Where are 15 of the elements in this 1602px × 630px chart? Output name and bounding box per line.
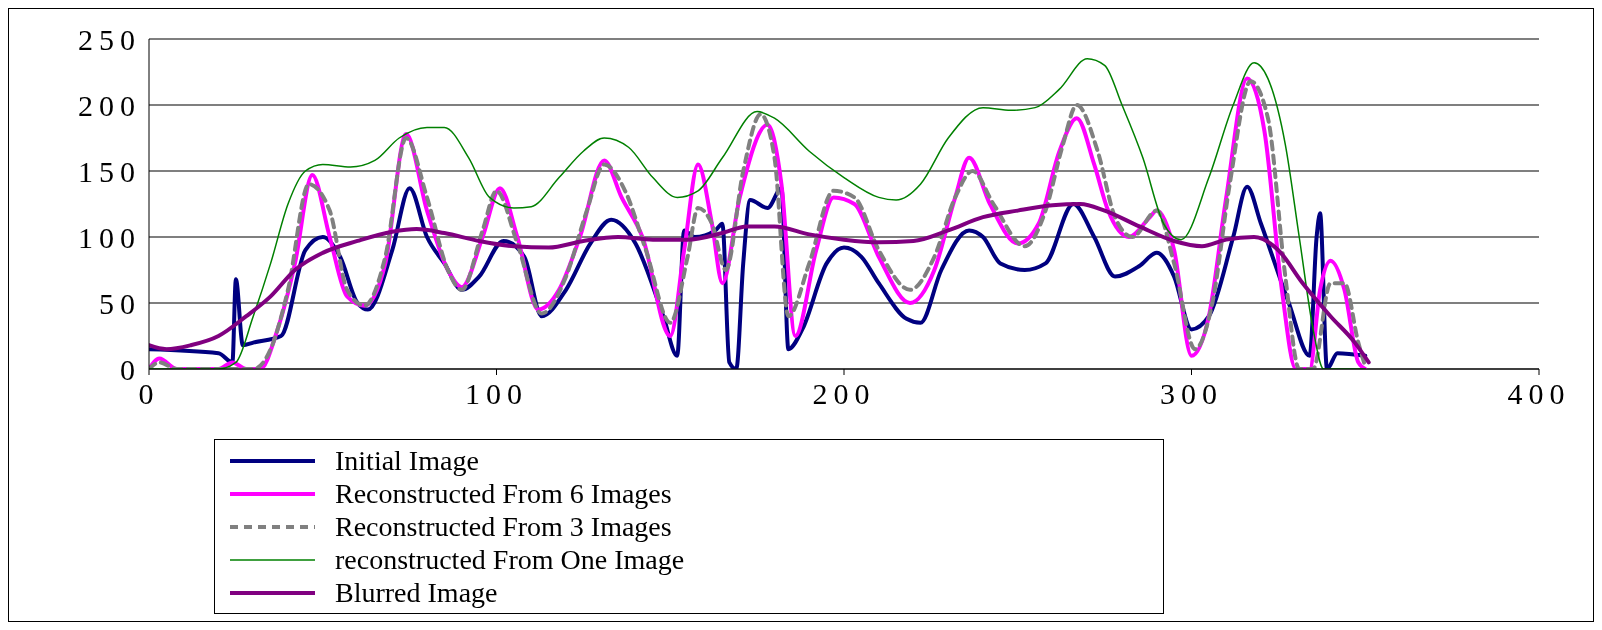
x-tick-label: 100 [465,377,528,411]
y-tick-label: 200 [78,88,141,122]
legend-label: Initial Image [335,444,479,477]
y-tick-label: 50 [99,286,141,320]
legend-label: Blurred Image [335,576,498,609]
y-tick-label: 100 [78,220,141,254]
y-tick-label: 0 [120,352,141,386]
legend-label: reconstructed From One Image [335,543,685,576]
x-tick-label: 400 [1507,377,1571,411]
y-tick-label: 250 [78,22,141,56]
x-tick-label: 200 [812,377,876,411]
x-tick-label: 300 [1160,377,1223,411]
legend-label: Reconstructed From 6 Images [335,477,672,510]
legend-label: Reconstructed From 3 Images [335,510,672,543]
y-tick-label: 150 [78,154,141,188]
